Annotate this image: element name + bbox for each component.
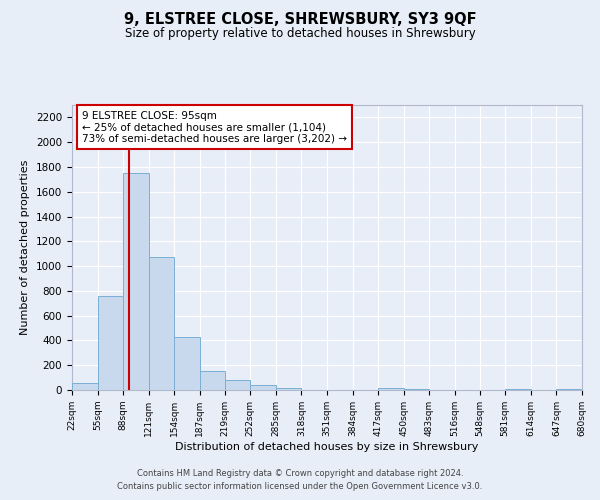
Bar <box>175 336 200 390</box>
Bar <box>378 388 404 390</box>
Bar <box>276 388 301 390</box>
Bar <box>149 258 175 390</box>
Bar <box>556 389 582 390</box>
Bar <box>224 380 250 390</box>
Bar <box>505 389 531 390</box>
X-axis label: Distribution of detached houses by size in Shrewsbury: Distribution of detached houses by size … <box>175 442 479 452</box>
Y-axis label: Number of detached properties: Number of detached properties <box>20 160 31 335</box>
Bar <box>404 389 430 390</box>
Bar <box>98 296 123 390</box>
Bar <box>200 371 224 390</box>
Text: Size of property relative to detached houses in Shrewsbury: Size of property relative to detached ho… <box>125 28 475 40</box>
Bar <box>123 173 149 390</box>
Text: Contains HM Land Registry data © Crown copyright and database right 2024.: Contains HM Land Registry data © Crown c… <box>137 468 463 477</box>
Text: 9, ELSTREE CLOSE, SHREWSBURY, SY3 9QF: 9, ELSTREE CLOSE, SHREWSBURY, SY3 9QF <box>124 12 476 28</box>
Bar <box>250 385 276 390</box>
Text: 9 ELSTREE CLOSE: 95sqm
← 25% of detached houses are smaller (1,104)
73% of semi-: 9 ELSTREE CLOSE: 95sqm ← 25% of detached… <box>82 110 347 144</box>
Bar <box>72 382 98 390</box>
Text: Contains public sector information licensed under the Open Government Licence v3: Contains public sector information licen… <box>118 482 482 491</box>
